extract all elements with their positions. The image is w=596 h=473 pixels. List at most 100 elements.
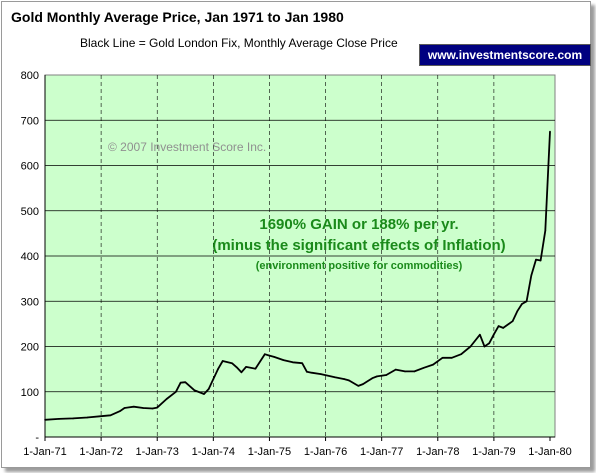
y-tick-label: 700 xyxy=(21,115,39,127)
data-point xyxy=(343,378,346,380)
data-point xyxy=(72,417,74,420)
data-point xyxy=(544,229,547,232)
data-point xyxy=(539,259,542,262)
y-tick-label: 600 xyxy=(21,161,39,173)
data-point xyxy=(404,370,406,373)
data-point xyxy=(432,363,434,366)
gain-annotation-line2: (minus the significant effects of Inflat… xyxy=(212,237,505,254)
data-point xyxy=(371,377,374,379)
data-point xyxy=(310,371,313,374)
data-point xyxy=(292,361,294,364)
data-point xyxy=(385,374,388,376)
data-point xyxy=(212,378,215,380)
data-point xyxy=(376,375,378,378)
copyright-annotation: © 2007 Investment Score Inc. xyxy=(108,140,266,154)
data-point xyxy=(151,407,154,410)
gain-annotation-line3: (environment positive for commodities) xyxy=(256,260,463,272)
data-point xyxy=(193,389,196,392)
y-tick-label: 800 xyxy=(21,70,39,82)
grid-lines xyxy=(45,75,555,437)
data-point xyxy=(203,393,205,395)
data-point xyxy=(207,388,210,390)
data-point xyxy=(273,356,275,358)
data-point xyxy=(334,376,336,379)
data-point xyxy=(217,368,219,370)
data-point xyxy=(348,379,350,382)
data-point xyxy=(469,345,472,348)
x-tick-label: 1-Jan-73 xyxy=(136,446,179,458)
data-point xyxy=(44,419,46,421)
chart-subtitle: Black Line = Gold London Fix, Monthly Av… xyxy=(80,36,398,50)
data-point xyxy=(493,333,495,336)
x-tick-label: 1-Jan-77 xyxy=(360,446,403,458)
data-point xyxy=(254,367,257,370)
data-point xyxy=(133,405,135,408)
data-point xyxy=(268,354,271,357)
x-tick-label: 1-Jan-79 xyxy=(472,446,515,458)
data-point xyxy=(362,383,364,385)
gain-annotation-line1: 1690% GAIN or 188% per yr. xyxy=(259,216,458,233)
data-point xyxy=(123,407,126,409)
data-point xyxy=(460,353,462,355)
data-point xyxy=(58,418,60,420)
data-point xyxy=(142,407,144,409)
data-point xyxy=(221,360,224,362)
y-tick-labels: - 100 200 300 400 500 600 700 800 xyxy=(21,70,40,444)
series-line-gold-price xyxy=(44,131,551,421)
data-point xyxy=(451,357,453,359)
data-point xyxy=(502,327,505,329)
x-tick-label: 1-Jan-78 xyxy=(416,446,459,458)
x-tick-label: 1-Jan-75 xyxy=(248,446,291,458)
data-point xyxy=(530,274,533,277)
data-point xyxy=(100,415,102,417)
data-point xyxy=(525,300,528,303)
data-point xyxy=(245,366,247,368)
data-point xyxy=(240,371,243,374)
data-point xyxy=(394,368,397,371)
data-point xyxy=(479,333,481,336)
y-tick-label: 400 xyxy=(21,251,39,263)
data-point xyxy=(306,371,308,373)
data-point xyxy=(516,310,519,313)
data-point xyxy=(488,342,491,345)
data-point xyxy=(511,320,514,322)
data-point xyxy=(497,325,500,327)
data-point xyxy=(263,353,266,355)
y-tick-label: 300 xyxy=(21,296,39,308)
data-point xyxy=(282,359,285,361)
y-tick-label: 200 xyxy=(21,342,39,354)
x-tick-label: 1-Jan-74 xyxy=(192,446,235,458)
brand-badge[interactable]: www.investmentscore.com xyxy=(419,44,591,66)
x-tick-label: 1-Jan-76 xyxy=(304,446,347,458)
chart-title: Gold Monthly Average Price, Jan 1971 to … xyxy=(11,9,344,25)
data-point xyxy=(357,385,360,387)
data-point xyxy=(320,373,322,375)
data-point xyxy=(175,390,177,393)
data-point xyxy=(413,370,416,373)
y-tick-label: 100 xyxy=(21,387,39,399)
x-tick-label: 1-Jan-72 xyxy=(79,446,122,458)
data-point xyxy=(521,303,523,305)
data-point xyxy=(184,381,187,384)
data-point xyxy=(483,345,486,348)
data-point xyxy=(301,362,303,365)
y-tick-label: 500 xyxy=(21,206,39,218)
data-point xyxy=(441,357,444,359)
data-point xyxy=(119,410,121,413)
y-tick-label: - xyxy=(35,432,39,444)
axes xyxy=(44,75,555,438)
series-points xyxy=(44,130,551,421)
data-point xyxy=(109,414,112,417)
data-point xyxy=(165,398,168,400)
x-tick-label: 1-Jan-80 xyxy=(528,446,571,458)
data-point xyxy=(235,366,238,369)
x-tick-labels: 1-Jan-71 1-Jan-72 1-Jan-73 1-Jan-74 1-Jan-75… xyxy=(23,437,572,458)
data-point xyxy=(156,406,159,409)
data-point xyxy=(231,362,233,365)
x-tick-label: 1-Jan-71 xyxy=(23,446,66,458)
data-point xyxy=(86,416,88,419)
data-point xyxy=(549,130,551,133)
data-point xyxy=(179,381,182,384)
data-point xyxy=(422,366,425,369)
